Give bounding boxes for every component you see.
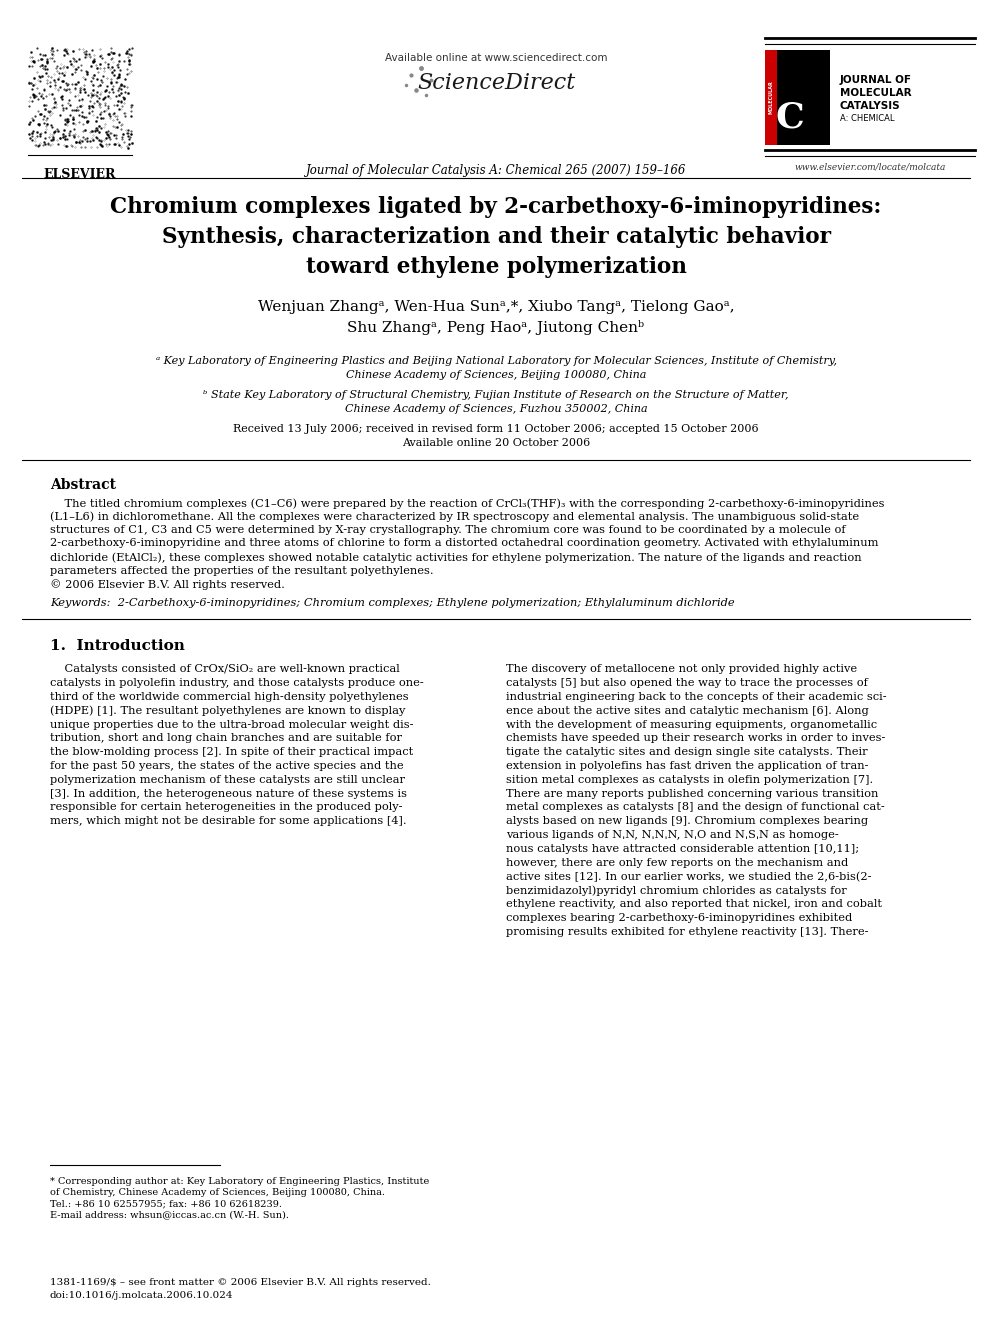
Text: Keywords:  2-Carbethoxy-6-iminopyridines; Chromium complexes; Ethylene polymeriz: Keywords: 2-Carbethoxy-6-iminopyridines;… — [50, 598, 735, 609]
Text: MOLECULAR: MOLECULAR — [840, 89, 912, 98]
Text: chemists have speeded up their research works in order to inves-: chemists have speeded up their research … — [506, 733, 886, 744]
Text: Abstract: Abstract — [50, 478, 116, 492]
Text: catalysts in polyolefin industry, and those catalysts produce one-: catalysts in polyolefin industry, and th… — [50, 679, 424, 688]
Text: Wenjuan Zhangᵃ, Wen-Hua Sunᵃ,*, Xiubo Tangᵃ, Tielong Gaoᵃ,: Wenjuan Zhangᵃ, Wen-Hua Sunᵃ,*, Xiubo Ta… — [258, 300, 734, 314]
Text: tigate the catalytic sites and design single site catalysts. Their: tigate the catalytic sites and design si… — [506, 747, 868, 757]
Bar — [765, 50, 777, 146]
Text: however, there are only few reports on the mechanism and: however, there are only few reports on t… — [506, 857, 848, 868]
Text: MOLECULAR: MOLECULAR — [769, 81, 774, 114]
Text: E-mail address: whsun@iccas.ac.cn (W.-H. Sun).: E-mail address: whsun@iccas.ac.cn (W.-H.… — [50, 1211, 289, 1218]
Text: ScienceDirect: ScienceDirect — [417, 71, 575, 94]
Text: responsible for certain heterogeneities in the produced poly-: responsible for certain heterogeneities … — [50, 803, 403, 812]
Text: alysts based on new ligands [9]. Chromium complexes bearing: alysts based on new ligands [9]. Chromiu… — [506, 816, 868, 827]
Text: third of the worldwide commercial high-density polyethylenes: third of the worldwide commercial high-d… — [50, 692, 409, 703]
Text: Synthesis, characterization and their catalytic behavior: Synthesis, characterization and their ca… — [162, 226, 830, 247]
Text: catalysts [5] but also opened the way to trace the processes of: catalysts [5] but also opened the way to… — [506, 679, 868, 688]
Text: ELSEVIER: ELSEVIER — [44, 168, 116, 181]
Text: of Chemistry, Chinese Academy of Sciences, Beijing 100080, China.: of Chemistry, Chinese Academy of Science… — [50, 1188, 385, 1197]
Text: There are many reports published concerning various transition: There are many reports published concern… — [506, 789, 878, 799]
Text: structures of C1, C3 and C5 were determined by X-ray crystallography. The chromi: structures of C1, C3 and C5 were determi… — [50, 525, 845, 534]
Text: Journal of Molecular Catalysis A: Chemical 265 (2007) 159–166: Journal of Molecular Catalysis A: Chemic… — [306, 164, 686, 177]
Text: © 2006 Elsevier B.V. All rights reserved.: © 2006 Elsevier B.V. All rights reserved… — [50, 579, 285, 590]
Text: Available online 20 October 2006: Available online 20 October 2006 — [402, 438, 590, 448]
Bar — [22, 45, 140, 155]
Text: CATALYSIS: CATALYSIS — [840, 101, 901, 111]
Text: for the past 50 years, the states of the active species and the: for the past 50 years, the states of the… — [50, 761, 404, 771]
Text: sition metal complexes as catalysts in olefin polymerization [7].: sition metal complexes as catalysts in o… — [506, 775, 873, 785]
Text: ᵇ State Key Laboratory of Structural Chemistry, Fujian Institute of Research on : ᵇ State Key Laboratory of Structural Che… — [203, 390, 789, 400]
Text: polymerization mechanism of these catalysts are still unclear: polymerization mechanism of these cataly… — [50, 775, 405, 785]
Text: industrial engineering back to the concepts of their academic sci-: industrial engineering back to the conce… — [506, 692, 887, 703]
Text: nous catalysts have attracted considerable attention [10,11];: nous catalysts have attracted considerab… — [506, 844, 859, 853]
Text: 1381-1169/$ – see front matter © 2006 Elsevier B.V. All rights reserved.: 1381-1169/$ – see front matter © 2006 El… — [50, 1278, 431, 1287]
Text: dichloride (EtAlCl₂), these complexes showed notable catalytic activities for et: dichloride (EtAlCl₂), these complexes sh… — [50, 552, 862, 562]
Text: www.elsevier.com/locate/molcata: www.elsevier.com/locate/molcata — [795, 163, 945, 172]
Text: Chromium complexes ligated by 2-carbethoxy-6-iminopyridines:: Chromium complexes ligated by 2-carbetho… — [110, 196, 882, 218]
Text: various ligands of NˌN, NˌNˌN, NˌO and NˌSˌN as homoge-: various ligands of NˌN, NˌNˌN, NˌO and N… — [506, 830, 839, 840]
Text: 1.  Introduction: 1. Introduction — [50, 639, 185, 652]
Text: Catalysts consisted of CrOx/SiO₂ are well-known practical: Catalysts consisted of CrOx/SiO₂ are wel… — [50, 664, 400, 675]
Text: ᵃ Key Laboratory of Engineering Plastics and Beijing National Laboratory for Mol: ᵃ Key Laboratory of Engineering Plastics… — [156, 356, 836, 366]
Text: the blow-molding process [2]. In spite of their practical impact: the blow-molding process [2]. In spite o… — [50, 747, 414, 757]
Bar — [765, 50, 830, 146]
Text: ence about the active sites and catalytic mechanism [6]. Along: ence about the active sites and catalyti… — [506, 706, 869, 716]
Text: (L1–L6) in dichloromethane. All the complexes were characterized by IR spectrosc: (L1–L6) in dichloromethane. All the comp… — [50, 512, 859, 523]
Text: toward ethylene polymerization: toward ethylene polymerization — [306, 255, 686, 278]
Text: C: C — [776, 101, 805, 135]
Text: Tel.: +86 10 62557955; fax: +86 10 62618239.: Tel.: +86 10 62557955; fax: +86 10 62618… — [50, 1199, 282, 1208]
Text: benzimidazolyl)pyridyl chromium chlorides as catalysts for: benzimidazolyl)pyridyl chromium chloride… — [506, 885, 847, 896]
Text: Available online at www.sciencedirect.com: Available online at www.sciencedirect.co… — [385, 53, 607, 64]
Text: [3]. In addition, the heterogeneous nature of these systems is: [3]. In addition, the heterogeneous natu… — [50, 789, 407, 799]
Text: unique properties due to the ultra-broad molecular weight dis-: unique properties due to the ultra-broad… — [50, 720, 414, 730]
Text: A: CHEMICAL: A: CHEMICAL — [840, 114, 895, 123]
Text: promising results exhibited for ethylene reactivity [13]. There-: promising results exhibited for ethylene… — [506, 926, 869, 937]
Text: complexes bearing 2-carbethoxy-6-iminopyridines exhibited: complexes bearing 2-carbethoxy-6-iminopy… — [506, 913, 852, 923]
Text: active sites [12]. In our earlier works, we studied the 2,6-bis(2-: active sites [12]. In our earlier works,… — [506, 872, 872, 882]
Text: (HDPE) [1]. The resultant polyethylenes are known to display: (HDPE) [1]. The resultant polyethylenes … — [50, 706, 406, 717]
Text: ethylene reactivity, and also reported that nickel, iron and cobalt: ethylene reactivity, and also reported t… — [506, 900, 882, 909]
Text: The titled chromium complexes (C1–C6) were prepared by the reaction of CrCl₃(THF: The titled chromium complexes (C1–C6) we… — [50, 497, 885, 508]
Text: extension in polyolefins has fast driven the application of tran-: extension in polyolefins has fast driven… — [506, 761, 869, 771]
Text: JOURNAL OF: JOURNAL OF — [840, 75, 912, 85]
Text: Chinese Academy of Sciences, Fuzhou 350002, China: Chinese Academy of Sciences, Fuzhou 3500… — [344, 404, 648, 414]
Text: with the development of measuring equipments, organometallic: with the development of measuring equipm… — [506, 720, 877, 730]
Text: mers, which might not be desirable for some applications [4].: mers, which might not be desirable for s… — [50, 816, 407, 827]
Text: 2-carbethoxy-6-iminopyridine and three atoms of chlorine to form a distorted oct: 2-carbethoxy-6-iminopyridine and three a… — [50, 538, 879, 549]
Text: metal complexes as catalysts [8] and the design of functional cat-: metal complexes as catalysts [8] and the… — [506, 803, 885, 812]
Text: * Corresponding author at: Key Laboratory of Engineering Plastics, Institute: * Corresponding author at: Key Laborator… — [50, 1177, 430, 1185]
Text: Shu Zhangᵃ, Peng Haoᵃ, Jiutong Chenᵇ: Shu Zhangᵃ, Peng Haoᵃ, Jiutong Chenᵇ — [347, 320, 645, 335]
Text: doi:10.1016/j.molcata.2006.10.024: doi:10.1016/j.molcata.2006.10.024 — [50, 1291, 233, 1301]
Text: tribution, short and long chain branches and are suitable for: tribution, short and long chain branches… — [50, 733, 402, 744]
Text: The discovery of metallocene not only provided highly active: The discovery of metallocene not only pr… — [506, 664, 857, 675]
Text: parameters affected the properties of the resultant polyethylenes.: parameters affected the properties of th… — [50, 565, 434, 576]
Text: Chinese Academy of Sciences, Beijing 100080, China: Chinese Academy of Sciences, Beijing 100… — [346, 370, 646, 380]
Text: Received 13 July 2006; received in revised form 11 October 2006; accepted 15 Oct: Received 13 July 2006; received in revis… — [233, 423, 759, 434]
